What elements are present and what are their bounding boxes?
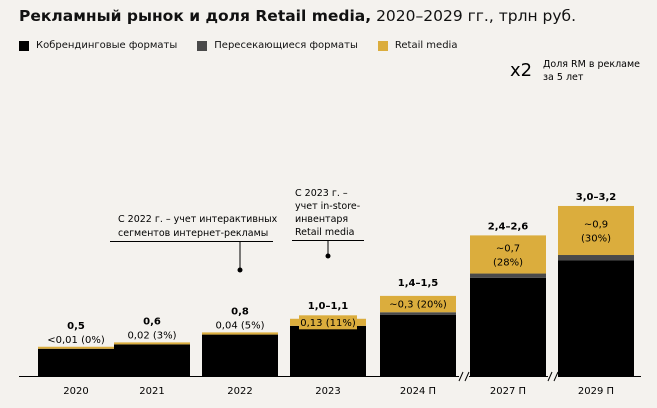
total-value-label: 1,4–1,5 bbox=[398, 278, 438, 289]
x-tick-label: 2024 П bbox=[400, 386, 436, 397]
total-value-label: 0,8 bbox=[231, 306, 249, 317]
bar-segment-3-1 bbox=[38, 346, 114, 349]
x-tick-label: 2020 bbox=[63, 386, 88, 397]
chart-title-normal: 2020–2029 гг., трлн руб. bbox=[371, 7, 577, 25]
bar-segment-1-6 bbox=[470, 277, 546, 376]
bar-segment-1-4 bbox=[290, 325, 366, 376]
retail-media-value-label: 0,04 (5%) bbox=[215, 320, 264, 331]
legend-item-cobranding: Кобрендинговые форматы bbox=[19, 40, 177, 51]
bar-segment-2-6 bbox=[470, 273, 546, 278]
axis-break-mark-2 bbox=[547, 371, 553, 382]
retail-media-label-bg bbox=[390, 297, 446, 312]
x-tick-label: 2021 bbox=[139, 386, 164, 397]
bar-segment-3-6 bbox=[470, 235, 546, 274]
retail-media-value-label: ~0,3 (20%) bbox=[389, 300, 447, 311]
axis-break-gap-1 bbox=[459, 372, 469, 381]
retail-media-value-label: 0,13 (11%) bbox=[300, 318, 356, 329]
bar-segment-1-3 bbox=[202, 334, 278, 376]
total-value-label: 3,0–3,2 bbox=[576, 192, 616, 203]
retail-media-value-label: ~0,9 bbox=[584, 219, 608, 230]
legend: Кобрендинговые форматы Пересекающиеся фо… bbox=[19, 40, 457, 51]
annotation-2022-dot bbox=[237, 267, 243, 273]
legend-label-retail-media: Retail media bbox=[394, 40, 458, 51]
bar-segment-3-7 bbox=[558, 205, 634, 256]
retail-media-share-label: (28%) bbox=[493, 257, 523, 268]
legend-swatch-retail-media bbox=[377, 40, 388, 51]
annotation-2023-line1: С 2023 г. – bbox=[295, 188, 348, 199]
chart-title: Рекламный рынок и доля Retail media, 202… bbox=[19, 7, 576, 25]
multiplier-value: x2 bbox=[510, 60, 532, 81]
annotation-2023-dot bbox=[325, 253, 331, 259]
x-tick-label: 2023 bbox=[315, 386, 340, 397]
legend-label-overlapping: Пересекающиеся форматы bbox=[214, 40, 358, 51]
annotation-2023-line4: Retail media bbox=[295, 227, 354, 238]
bar-segment-1-7 bbox=[558, 260, 634, 376]
bar-segment-2-7 bbox=[558, 255, 634, 261]
total-value-label: 0,5 bbox=[67, 321, 85, 332]
bar-segment-3-3 bbox=[202, 332, 278, 335]
x-tick-label: 2029 П bbox=[578, 386, 614, 397]
bar-segment-3-2 bbox=[114, 342, 190, 345]
legend-label-cobranding: Кобрендинговые форматы bbox=[36, 40, 178, 51]
annotation-2022-line1: С 2022 г. – учет интерактивных bbox=[118, 214, 278, 225]
axis-break-mark-1 bbox=[458, 371, 464, 382]
annotation-2022-line2: сегментов интернет-рекламы bbox=[118, 228, 268, 239]
bar-segment-1-2 bbox=[114, 344, 190, 376]
retail-media-value-label: <0,01 (0%) bbox=[47, 335, 105, 346]
axis-break-mark-1 bbox=[464, 371, 470, 382]
x-tick-label: 2022 bbox=[227, 386, 252, 397]
retail-media-value-label: 0,02 (3%) bbox=[127, 330, 176, 341]
multiplier-caption-line1: Доля RM в рекламе bbox=[543, 59, 640, 70]
bar-segment-2-5 bbox=[380, 312, 456, 315]
chart-title-bold: Рекламный рынок и доля Retail media, bbox=[19, 7, 372, 25]
bar-segment-1-1 bbox=[38, 348, 114, 376]
total-value-label: 2,4–2,6 bbox=[488, 221, 528, 232]
legend-swatch-cobranding bbox=[19, 40, 29, 51]
legend-item-overlapping: Пересекающиеся форматы bbox=[197, 40, 358, 51]
x-tick-label: 2027 П bbox=[490, 386, 526, 397]
legend-swatch-overlapping bbox=[197, 40, 208, 51]
annotation-2023-line3: инвентаря bbox=[295, 214, 348, 225]
axis-break-mark-2 bbox=[553, 371, 559, 382]
bar-segment-1-5 bbox=[380, 314, 456, 376]
retail-media-value-label: ~0,7 bbox=[496, 243, 520, 254]
annotation-2023-line2: учет in-store- bbox=[295, 201, 360, 212]
multiplier-caption-line2: за 5 лет bbox=[543, 72, 584, 83]
axis-break-gap-2 bbox=[548, 372, 558, 381]
total-value-label: 0,6 bbox=[143, 316, 161, 327]
retail-media-share-label: (30%) bbox=[581, 233, 611, 244]
retail-media-label-bg bbox=[299, 315, 357, 330]
legend-item-retail-media: Retail media bbox=[377, 40, 458, 51]
total-value-label: 1,0–1,1 bbox=[308, 301, 348, 312]
